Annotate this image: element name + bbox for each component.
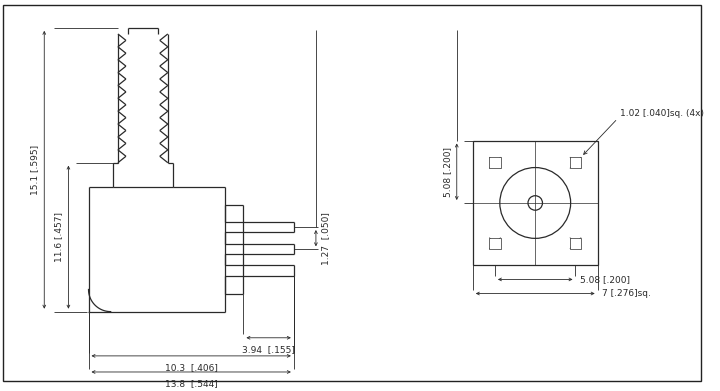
Bar — [570, 238, 581, 249]
Bar — [490, 238, 500, 249]
Text: 3.94  [.155]: 3.94 [.155] — [242, 345, 295, 354]
Text: 5.08 [.200]: 5.08 [.200] — [443, 147, 452, 197]
Bar — [490, 157, 500, 169]
Text: 7 [.276]sq.: 7 [.276]sq. — [603, 289, 652, 298]
Text: 13.8  [.544]: 13.8 [.544] — [165, 379, 217, 388]
Bar — [473, 141, 598, 265]
Text: 11.6 [.457]: 11.6 [.457] — [55, 212, 63, 262]
Bar — [570, 157, 581, 169]
Text: 10.3  [.406]: 10.3 [.406] — [165, 363, 217, 372]
Text: 15.1 [.595]: 15.1 [.595] — [30, 145, 40, 195]
Text: 1.02 [.040]sq. (4x): 1.02 [.040]sq. (4x) — [620, 109, 703, 118]
Text: 5.08 [.200]: 5.08 [.200] — [580, 275, 630, 284]
Text: 1.27  [.050]: 1.27 [.050] — [320, 212, 330, 265]
